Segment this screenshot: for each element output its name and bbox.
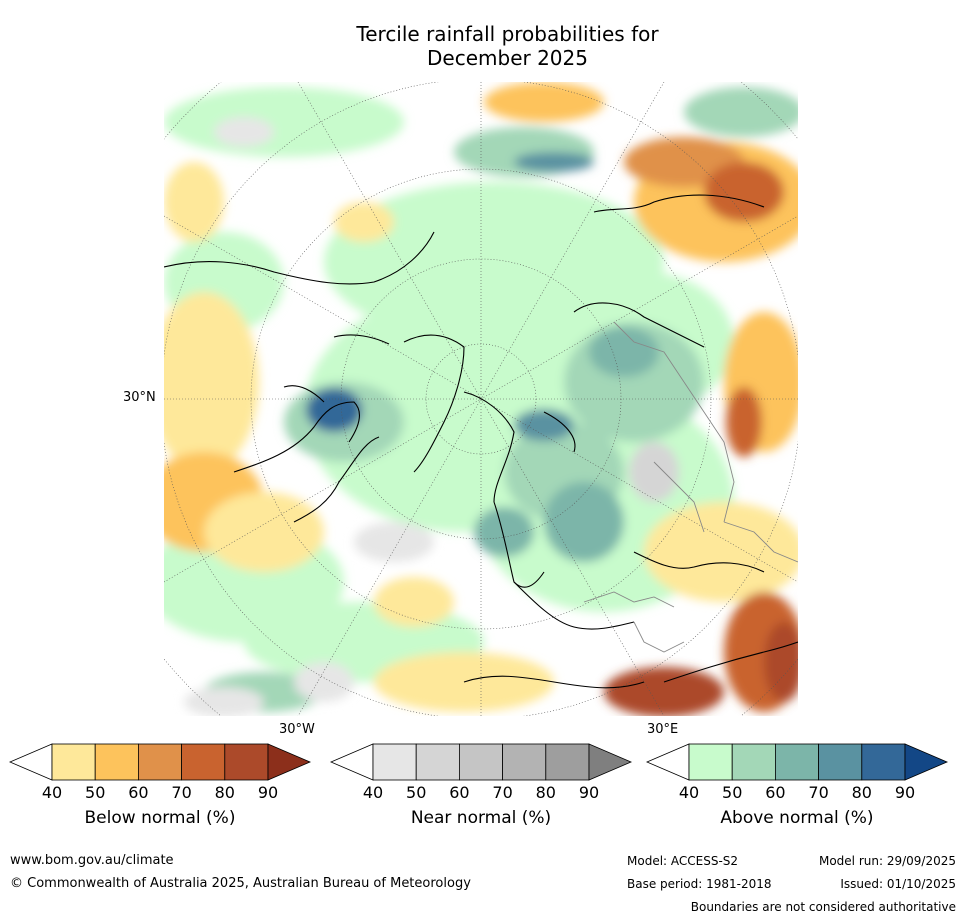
title-line-1: Tercile rainfall probabilities for	[356, 22, 659, 46]
colorbar-near-tick-label: 50	[406, 783, 427, 802]
colorbar-above-low-extend	[645, 743, 690, 781]
colorbar-above-tick-label: 90	[894, 783, 916, 802]
colorbar-above-tick-label: 80	[851, 783, 872, 802]
lat-label-30n: 30°N	[123, 390, 156, 405]
colorbar-near-segment	[458, 743, 503, 781]
colorbar-below-low-extend	[8, 743, 53, 781]
footer-model-run: Model run: 29/09/2025	[818, 854, 956, 868]
colorbar-below-segment	[137, 743, 182, 781]
colorbar-above-segment	[774, 743, 819, 781]
colorbar-above-tick-label: 40	[678, 783, 700, 802]
colorbar-above-tick-label: 60	[765, 783, 786, 802]
colorbar-near-segment	[415, 743, 460, 781]
lon-label-30e: 30°E	[647, 722, 679, 737]
map-canvas	[164, 82, 798, 716]
probability-fields	[164, 82, 798, 716]
colorbar-near-tick-label: 60	[449, 783, 470, 802]
country-borders	[583, 321, 798, 653]
footer-issued: Issued: 01/10/2025	[840, 877, 956, 891]
colorbar-near-tick-label: 70	[492, 783, 513, 802]
footer-model: Model: ACCESS-S2	[627, 854, 739, 868]
colorbar-near-tick-label: 80	[535, 783, 556, 802]
chart-title: Tercile rainfall probabilities for Decem…	[0, 22, 965, 70]
colorbar-above-tick-label: 70	[808, 783, 829, 802]
colorbar-below-tick-label: 50	[85, 783, 106, 802]
colorbar-below-segment	[181, 743, 226, 781]
colorbar-below-tick-label: 40	[41, 783, 63, 802]
colorbar-near-segment	[372, 743, 417, 781]
colorbar-above-segment	[688, 743, 733, 781]
title-line-2: December 2025	[427, 46, 588, 70]
colorbar-below-normal	[8, 743, 312, 781]
colorbar-near-low-extend	[329, 743, 374, 781]
colorbar-below-tick-label: 60	[128, 783, 149, 802]
colorbar-below-segment	[224, 743, 269, 781]
colorbar-near-label: Near normal (%)	[410, 808, 552, 828]
polar-map	[164, 82, 798, 716]
colorbar-above-segment	[731, 743, 776, 781]
colorbar-below-segment	[94, 743, 139, 781]
footer-website: www.bom.gov.au/climate	[10, 853, 174, 868]
coastlines	[164, 194, 798, 689]
colorbar-near-high-extend	[588, 743, 633, 781]
colorbar-below-tick-label: 70	[171, 783, 192, 802]
colorbar-above-normal	[645, 743, 949, 781]
colorbar-near-tick-label: 90	[578, 783, 600, 802]
colorbar-near-segment	[545, 743, 590, 781]
colorbar-near-segment	[502, 743, 547, 781]
colorbar-below-high-extend	[267, 743, 312, 781]
footer-copyright: © Commonwealth of Australia 2025, Austra…	[10, 876, 471, 891]
lon-label-30w: 30°W	[279, 722, 315, 737]
colorbar-below-tick-label: 80	[214, 783, 235, 802]
colorbar-above-high-extend	[904, 743, 949, 781]
colorbar-below-tick-label: 90	[257, 783, 279, 802]
colorbar-above-segment	[861, 743, 906, 781]
colorbar-near-normal	[329, 743, 633, 781]
footer-base-period: Base period: 1981-2018	[627, 877, 772, 891]
colorbar-above-label: Above normal (%)	[720, 808, 874, 828]
colorbar-above-tick-label: 50	[722, 783, 743, 802]
colorbar-near-tick-label: 40	[362, 783, 384, 802]
footer-disclaimer: Boundaries are not considered authoritat…	[690, 900, 956, 914]
colorbar-below-segment	[51, 743, 96, 781]
colorbar-above-segment	[818, 743, 863, 781]
colorbar-below-label: Below normal (%)	[84, 808, 236, 828]
